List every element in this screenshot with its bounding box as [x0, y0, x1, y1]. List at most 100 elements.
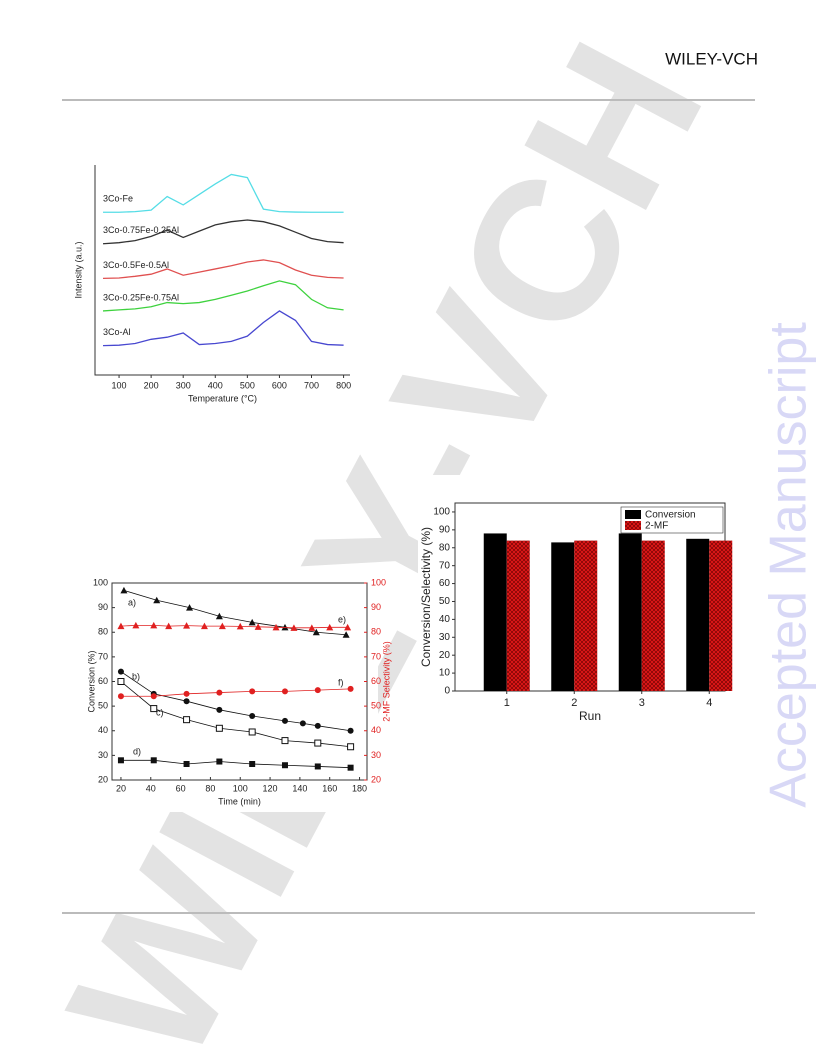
- y-tick-label: 10: [439, 668, 451, 679]
- marker: [236, 622, 244, 630]
- y-tick-label: 80: [98, 627, 108, 637]
- x-tick-label: 2: [571, 697, 577, 709]
- marker: [308, 624, 316, 631]
- marker: [281, 717, 288, 724]
- marker: [326, 623, 334, 631]
- series-line: [102, 219, 344, 245]
- series-label: f): [338, 677, 344, 687]
- brand: WILEY-VCH: [665, 49, 758, 68]
- x-tick-label: 4: [706, 697, 712, 709]
- x-axis-label: Run: [579, 709, 601, 723]
- bar: [483, 533, 507, 691]
- marker: [342, 631, 350, 638]
- y-tick-label: 80: [439, 542, 451, 553]
- y2-axis-label: 2-MF Selectivity (%): [381, 641, 391, 722]
- series-label: c): [156, 707, 164, 717]
- series-line: [103, 173, 344, 213]
- marker: [248, 728, 256, 736]
- x-tick-label: 20: [116, 783, 126, 793]
- x-tick-label: 3: [639, 697, 645, 709]
- y-tick-label: 50: [439, 596, 451, 607]
- x-axis-label: Temperature (°C): [188, 393, 257, 403]
- x-tick-label: 180: [352, 783, 367, 793]
- marker: [249, 688, 256, 695]
- marker: [249, 760, 256, 767]
- y2-tick-label: 90: [371, 602, 381, 612]
- x-tick-label: 120: [263, 783, 278, 793]
- series-label: b): [132, 671, 140, 681]
- marker: [272, 623, 280, 631]
- marker: [281, 737, 289, 745]
- y-tick-label: 60: [98, 676, 108, 686]
- y2-tick-label: 40: [371, 725, 381, 735]
- bar: [709, 540, 733, 691]
- y-tick-label: 20: [439, 650, 451, 661]
- marker: [150, 757, 157, 764]
- x-tick-label: 400: [208, 380, 223, 390]
- y-tick-label: 30: [98, 750, 108, 760]
- x-tick-label: 140: [292, 783, 307, 793]
- marker: [216, 689, 223, 696]
- legend-label: Conversion: [645, 510, 696, 521]
- x-tick-label: 600: [272, 380, 287, 390]
- marker: [120, 586, 128, 594]
- series-label: a): [128, 597, 136, 607]
- bar: [641, 540, 665, 691]
- x-axis-label: Time (min): [218, 796, 261, 806]
- series-label: 3Co-0.5Fe-0.5Al: [103, 260, 169, 270]
- bar: [506, 540, 530, 691]
- y-tick-label: 50: [98, 701, 108, 711]
- marker: [314, 687, 321, 694]
- marker: [117, 622, 125, 630]
- marker: [312, 628, 320, 636]
- marker: [281, 623, 289, 631]
- y-tick-label: 100: [433, 507, 450, 518]
- x-tick-label: 500: [240, 380, 255, 390]
- axis: [94, 165, 350, 376]
- y-tick-label: 100: [93, 577, 108, 587]
- marker: [254, 623, 262, 630]
- marker: [299, 720, 306, 727]
- marker: [150, 693, 157, 700]
- y-axis-label: Intensity (a.u.): [73, 241, 83, 298]
- series-line: [102, 280, 344, 312]
- bar: [551, 542, 575, 691]
- marker: [216, 706, 223, 713]
- x-tick-label: 100: [233, 783, 248, 793]
- y-tick-label: 40: [98, 725, 108, 735]
- x-tick-label: 800: [336, 380, 351, 390]
- x-tick-label: 40: [146, 783, 156, 793]
- marker: [215, 724, 223, 732]
- y-tick-label: 70: [439, 560, 451, 571]
- marker: [314, 763, 321, 770]
- marker: [344, 623, 352, 631]
- marker: [183, 690, 190, 697]
- marker: [117, 693, 124, 700]
- marker: [281, 762, 288, 769]
- marker: [200, 622, 208, 630]
- marker: [347, 727, 354, 734]
- x-tick-label: 700: [304, 380, 319, 390]
- marker: [249, 712, 256, 719]
- y-axis-label: Conversion (%): [86, 650, 96, 712]
- series-line: [123, 590, 347, 636]
- marker: [186, 604, 194, 611]
- x-tick-label: 1: [504, 697, 510, 709]
- x-tick-label: 200: [144, 380, 159, 390]
- x-tick-label: 60: [176, 783, 186, 793]
- series-line: [120, 688, 351, 697]
- marker: [150, 621, 158, 629]
- y2-tick-label: 80: [371, 627, 381, 637]
- bar: [686, 538, 710, 691]
- marker: [183, 716, 191, 724]
- series-label: 3Co-0.25Fe-0.75Al: [103, 292, 179, 302]
- y-tick-label: 70: [98, 651, 108, 661]
- series-label: 3Co-0.75Fe-0.25Al: [103, 225, 179, 235]
- marker: [153, 596, 161, 604]
- marker: [281, 688, 288, 695]
- series-label: 3Co-Fe: [103, 194, 133, 204]
- series-line: [103, 310, 344, 347]
- bar: [618, 533, 642, 691]
- y-axis-label: Conversion/Selectivity (%): [419, 527, 433, 667]
